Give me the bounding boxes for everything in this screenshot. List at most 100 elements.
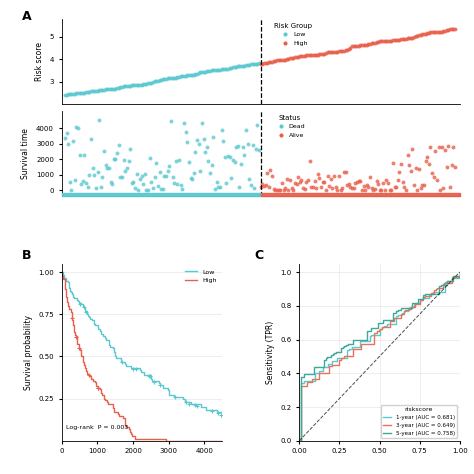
3-year (AUC = 0.649) bbox=[406, 306, 411, 311]
Point bbox=[371, 185, 379, 193]
Point bbox=[346, 183, 354, 191]
Point bbox=[71, 90, 79, 98]
1-year (AUC = 0.681) bbox=[457, 269, 463, 275]
Point bbox=[368, 184, 375, 191]
Point bbox=[430, 28, 438, 36]
Point bbox=[365, 183, 372, 191]
Point bbox=[334, 186, 341, 194]
Point bbox=[319, 50, 327, 57]
Point bbox=[270, 185, 278, 193]
Point bbox=[293, 54, 301, 61]
Point bbox=[392, 183, 400, 191]
Point bbox=[302, 52, 310, 59]
Point bbox=[324, 49, 331, 56]
Point bbox=[241, 151, 248, 159]
Point bbox=[413, 32, 421, 40]
Point bbox=[250, 185, 258, 192]
Point bbox=[105, 85, 113, 93]
Point bbox=[264, 59, 271, 67]
Point bbox=[254, 60, 261, 67]
Point bbox=[327, 48, 335, 56]
Point bbox=[384, 179, 392, 186]
Point bbox=[203, 144, 210, 151]
Point bbox=[285, 55, 292, 63]
Point bbox=[441, 146, 449, 154]
Point bbox=[373, 178, 380, 185]
Point bbox=[117, 173, 124, 181]
Point bbox=[246, 61, 253, 68]
Line: 1-year (AUC = 0.681): 1-year (AUC = 0.681) bbox=[299, 272, 460, 441]
Point bbox=[272, 186, 279, 194]
Point bbox=[257, 183, 264, 191]
Point bbox=[107, 178, 114, 186]
Point bbox=[401, 35, 408, 43]
Point bbox=[92, 184, 100, 192]
Point bbox=[79, 177, 87, 185]
Point bbox=[356, 177, 364, 184]
Point bbox=[74, 125, 82, 132]
Point bbox=[394, 36, 401, 44]
Point bbox=[129, 82, 137, 89]
3-year (AUC = 0.649) bbox=[434, 285, 440, 291]
Point bbox=[290, 54, 297, 61]
Point bbox=[296, 52, 304, 60]
High bbox=[88, 374, 94, 380]
Point bbox=[224, 65, 232, 73]
Point bbox=[415, 165, 423, 173]
Point bbox=[129, 178, 137, 185]
Point bbox=[252, 146, 260, 153]
Line: High: High bbox=[62, 272, 222, 441]
Point bbox=[244, 140, 251, 148]
3-year (AUC = 0.649) bbox=[420, 295, 426, 301]
Point bbox=[221, 65, 228, 73]
Point bbox=[428, 28, 436, 36]
Point bbox=[262, 182, 269, 189]
Point bbox=[443, 163, 450, 170]
Point bbox=[231, 63, 238, 71]
Point bbox=[165, 74, 173, 82]
Point bbox=[144, 186, 152, 193]
Point bbox=[232, 144, 240, 151]
1-year (AUC = 0.681) bbox=[413, 301, 419, 307]
Point bbox=[68, 90, 75, 98]
Point bbox=[409, 34, 416, 41]
Point bbox=[171, 74, 178, 82]
5-year (AUC = 0.758) bbox=[438, 283, 444, 288]
Point bbox=[412, 33, 419, 40]
Point bbox=[449, 143, 457, 150]
Point bbox=[61, 91, 69, 99]
Point bbox=[300, 52, 307, 59]
Point bbox=[250, 60, 258, 68]
Point bbox=[407, 167, 415, 175]
Point bbox=[161, 75, 168, 83]
Point bbox=[201, 148, 209, 155]
Point bbox=[224, 152, 232, 160]
Point bbox=[113, 84, 121, 92]
Point bbox=[81, 89, 88, 97]
Point bbox=[443, 27, 450, 34]
Point bbox=[399, 178, 407, 185]
Point bbox=[74, 89, 82, 97]
Point bbox=[173, 181, 181, 188]
Point bbox=[440, 184, 447, 192]
Point bbox=[82, 179, 90, 187]
Point bbox=[121, 82, 129, 90]
Point bbox=[103, 164, 111, 172]
Point bbox=[419, 181, 426, 189]
Line: Low: Low bbox=[62, 272, 474, 441]
Point bbox=[350, 42, 357, 50]
Point bbox=[68, 186, 75, 194]
Point bbox=[91, 87, 98, 95]
1-year (AUC = 0.681) bbox=[296, 438, 302, 444]
Point bbox=[188, 71, 196, 78]
Point bbox=[151, 173, 158, 180]
Point bbox=[133, 81, 140, 89]
Point bbox=[278, 179, 286, 187]
Y-axis label: Sensitivity (TPR): Sensitivity (TPR) bbox=[266, 320, 275, 384]
Point bbox=[127, 82, 134, 90]
Legend: Low, High: Low, High bbox=[182, 267, 219, 285]
Point bbox=[391, 36, 398, 44]
Line: 5-year (AUC = 0.758): 5-year (AUC = 0.758) bbox=[299, 272, 460, 441]
Point bbox=[183, 72, 191, 79]
Point bbox=[355, 177, 363, 184]
